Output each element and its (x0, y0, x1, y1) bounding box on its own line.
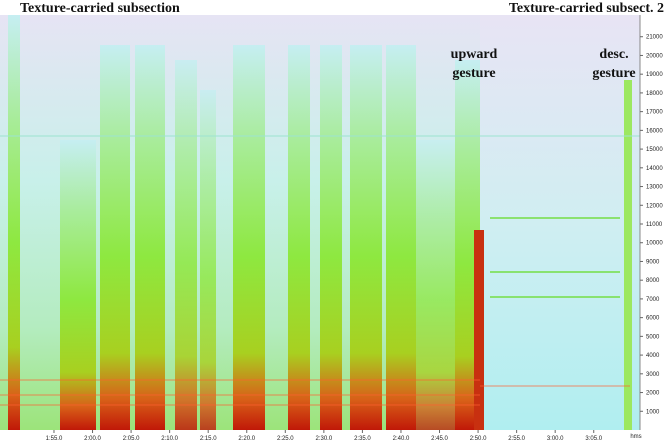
annotation: desc. (599, 47, 628, 62)
y-tick-label: 19000 (646, 72, 663, 78)
y-tick-label: 5000 (646, 334, 660, 340)
x-tick-label: 2:10.0 (161, 436, 178, 442)
y-tick-label: 14000 (646, 166, 663, 172)
x-tick-label: 3:05.0 (585, 436, 602, 442)
y-tick-label: 7000 (646, 297, 660, 303)
y-tick-label: 12000 (646, 203, 663, 209)
y-tick-label: 10000 (646, 241, 663, 247)
x-tick-label: 2:30.0 (316, 436, 333, 442)
annotation: gesture (452, 66, 495, 81)
y-tick-label: 17000 (646, 110, 663, 116)
y-tick-label: 21000 (646, 35, 663, 41)
annotation: upward (451, 47, 498, 62)
y-tick-label: 13000 (646, 185, 663, 191)
x-tick-label: 2:00.0 (84, 436, 101, 442)
x-tick-label: 2:35.0 (354, 436, 371, 442)
y-tick-label: 1000 (646, 409, 660, 415)
x-tick-label: 2:50.0 (470, 436, 487, 442)
x-tick-label: 2:25.0 (277, 436, 294, 442)
y-tick-label: 16000 (646, 128, 663, 134)
x-tick-label: 2:55.0 (508, 436, 525, 442)
x-tick-label: 2:15.0 (200, 436, 217, 442)
y-tick-label: 4000 (646, 353, 660, 359)
y-tick-label: 8000 (646, 278, 660, 284)
x-tick-label: 2:40.0 (393, 436, 410, 442)
y-tick-label: 11000 (646, 222, 663, 228)
x-tick-label: 2:45.0 (431, 436, 448, 442)
y-tick-label: 15000 (646, 147, 663, 153)
annotation: Texture-carried subsect. 2 (509, 1, 664, 16)
y-tick-label: 3000 (646, 372, 660, 378)
y-tick-label: 6000 (646, 316, 660, 322)
y-tick-label: 9000 (646, 259, 660, 265)
y-tick-label: 2000 (646, 391, 660, 397)
x-axis-label: hms (630, 434, 641, 440)
x-tick-label: 3:00.0 (547, 436, 564, 442)
x-tick-label: 2:05.0 (123, 436, 140, 442)
y-tick-label: 18000 (646, 91, 663, 97)
spectrogram-image (0, 15, 640, 430)
annotation: Texture-carried subsection (20, 1, 180, 16)
x-tick-label: 1:55.0 (46, 436, 63, 442)
x-tick-label: 2:20.0 (238, 436, 255, 442)
y-tick-label: 20000 (646, 53, 663, 59)
annotation: gesture (592, 66, 635, 81)
